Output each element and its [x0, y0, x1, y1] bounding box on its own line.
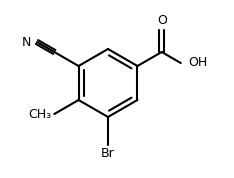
Text: N: N	[22, 35, 31, 48]
Text: Br: Br	[101, 147, 115, 160]
Text: O: O	[157, 14, 167, 27]
Text: OH: OH	[189, 56, 208, 69]
Text: CH₃: CH₃	[28, 108, 51, 121]
